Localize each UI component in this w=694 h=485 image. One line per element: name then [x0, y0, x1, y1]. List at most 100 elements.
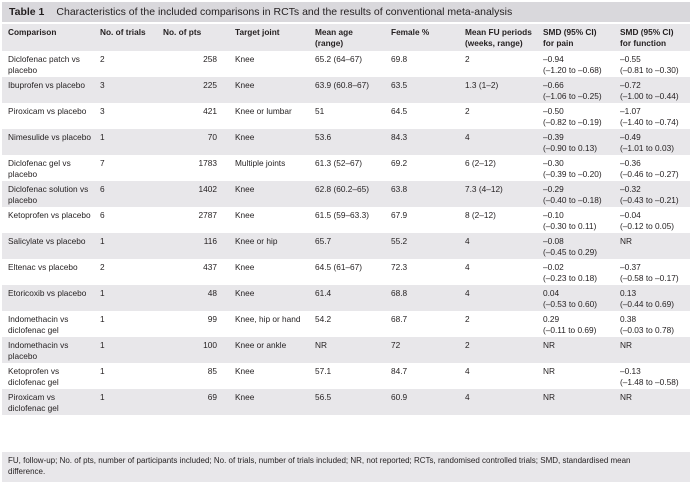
- cell-text: 63.8: [391, 184, 408, 194]
- cell-smd-function: –0.36 (–0.46 to –0.27): [614, 155, 690, 181]
- cell-text: Knee: [235, 366, 255, 376]
- cell-smd-pain: –0.94 (–1.20 to –0.68): [537, 51, 614, 77]
- header-text: Female %: [391, 27, 430, 37]
- header-text: No. of pts: [163, 27, 202, 37]
- cell-text: Nimesulide vs placebo: [8, 132, 92, 142]
- cell-smd-function: –0.32 (–0.43 to –0.21): [614, 181, 690, 207]
- cell-text: diclofenac gel: [8, 324, 59, 335]
- cell-text: 85: [207, 366, 217, 376]
- cell-text: 116: [203, 236, 217, 246]
- table-number: Table 1: [9, 6, 45, 18]
- cell-mean-age: 62.8 (60.2–65): [309, 181, 385, 207]
- cell-smd-pain: 0.29 (–0.11 to 0.69): [537, 311, 614, 337]
- cell-female-pct: 69.2: [385, 155, 459, 181]
- header-smd-pain: SMD (95% CI) for pain: [537, 24, 614, 51]
- cell-pts: 99: [157, 311, 229, 337]
- cell-smd-function: 0.38 (–0.03 to 0.78): [614, 311, 690, 337]
- cell-pts: 48: [157, 285, 229, 311]
- cell-text: (–0.44 to 0.69): [620, 298, 674, 309]
- cell-text: (–0.43 to –0.21): [620, 194, 679, 205]
- cell-text: 2787: [198, 210, 217, 220]
- cell-text: 69: [207, 392, 217, 402]
- cell-text: NR: [620, 340, 632, 350]
- cell-text: 2: [465, 314, 470, 324]
- characteristics-table: Comparison No. of trials No. of pts Target …: [2, 24, 690, 415]
- cell-text: Knee: [235, 392, 255, 402]
- cell-text: placebo: [8, 194, 38, 205]
- cell-text: Knee or lumbar: [235, 106, 292, 116]
- cell-text: 8 (2–12): [465, 210, 496, 220]
- cell-text: placebo: [8, 350, 38, 361]
- cell-text: 69.2: [391, 158, 408, 168]
- cell-fu-period: 4: [459, 285, 537, 311]
- cell-text: 258: [203, 54, 217, 64]
- cell-text: Knee: [235, 54, 255, 64]
- header-text: for function: [620, 37, 667, 48]
- cell-text: Knee: [235, 80, 255, 90]
- header-fu-period: Mean FU periods (weeks, range): [459, 24, 537, 51]
- cell-text: 63.5: [391, 80, 408, 90]
- cell-female-pct: 64.5: [385, 103, 459, 129]
- cell-trials: 2: [94, 51, 157, 77]
- cell-text: –0.72: [620, 80, 641, 90]
- cell-text: 1: [100, 314, 105, 324]
- header-female-pct: Female %: [385, 24, 459, 51]
- cell-smd-function: –0.37 (–0.58 to –0.17): [614, 259, 690, 285]
- cell-text: Multiple joints: [235, 158, 286, 168]
- cell-smd-pain: –0.39 (–0.90 to 0.13): [537, 129, 614, 155]
- cell-pts: 437: [157, 259, 229, 285]
- header-text: Comparison: [8, 27, 57, 37]
- cell-mean-age: 65.2 (64–67): [309, 51, 385, 77]
- table-row: Piroxicam vs diclofenac gel 1 69 Knee 56.5 60.…: [2, 389, 690, 415]
- cell-smd-function: –1.07 (–1.40 to –0.74): [614, 103, 690, 129]
- cell-text: 61.5 (59–63.3): [315, 210, 369, 220]
- cell-text: 4: [465, 288, 470, 298]
- cell-mean-age: 51: [309, 103, 385, 129]
- cell-text: 57.1: [315, 366, 332, 376]
- cell-text: Indomethacin vs: [8, 340, 69, 350]
- cell-comparison: Diclofenac gel vs placebo: [2, 155, 94, 181]
- cell-trials: 3: [94, 77, 157, 103]
- cell-mean-age: 61.5 (59–63.3): [309, 207, 385, 233]
- cell-text: (–0.81 to –0.30): [620, 64, 679, 75]
- cell-text: –0.66: [543, 80, 564, 90]
- cell-text: 0.13: [620, 288, 637, 298]
- table-body: Diclofenac patch vs placebo 2 258 Knee 65.2 (…: [2, 51, 690, 415]
- cell-target-joint: Knee or lumbar: [229, 103, 309, 129]
- cell-text: (–0.12 to 0.05): [620, 220, 674, 231]
- cell-text: Knee or ankle: [235, 340, 287, 350]
- cell-text: –0.55: [620, 54, 641, 64]
- cell-text: 4: [465, 262, 470, 272]
- cell-text: 1: [100, 132, 105, 142]
- cell-text: –0.10: [543, 210, 564, 220]
- cell-target-joint: Knee: [229, 129, 309, 155]
- cell-text: 84.3: [391, 132, 408, 142]
- cell-text: Indomethacin vs: [8, 314, 69, 324]
- cell-text: 225: [203, 80, 217, 90]
- cell-target-joint: Knee or ankle: [229, 337, 309, 363]
- cell-fu-period: 2: [459, 311, 537, 337]
- header-text: No. of trials: [100, 27, 146, 37]
- cell-text: 61.4: [315, 288, 332, 298]
- cell-text: 4: [465, 392, 470, 402]
- cell-text: Salicylate vs placebo: [8, 236, 86, 246]
- cell-text: 421: [203, 106, 217, 116]
- cell-text: 1: [100, 366, 105, 376]
- cell-fu-period: 4: [459, 233, 537, 259]
- cell-smd-pain: NR: [537, 389, 614, 415]
- footnote-line: FU, follow-up; No. of pts, number of par…: [8, 456, 631, 465]
- cell-female-pct: 68.7: [385, 311, 459, 337]
- cell-fu-period: 2: [459, 51, 537, 77]
- cell-text: diclofenac gel: [8, 376, 59, 387]
- cell-smd-pain: –0.66 (–1.06 to –0.25): [537, 77, 614, 103]
- cell-text: –0.36: [620, 158, 641, 168]
- cell-text: placebo: [8, 168, 38, 179]
- cell-female-pct: 67.9: [385, 207, 459, 233]
- cell-mean-age: 57.1: [309, 363, 385, 389]
- cell-smd-function: –0.04 (–0.12 to 0.05): [614, 207, 690, 233]
- cell-trials: 3: [94, 103, 157, 129]
- cell-text: Ibuprofen vs placebo: [8, 80, 86, 90]
- table-row: Ketoprofen vs diclofenac gel 1 85 Knee 57.1 84…: [2, 363, 690, 389]
- cell-female-pct: 72: [385, 337, 459, 363]
- cell-text: 2: [100, 54, 105, 64]
